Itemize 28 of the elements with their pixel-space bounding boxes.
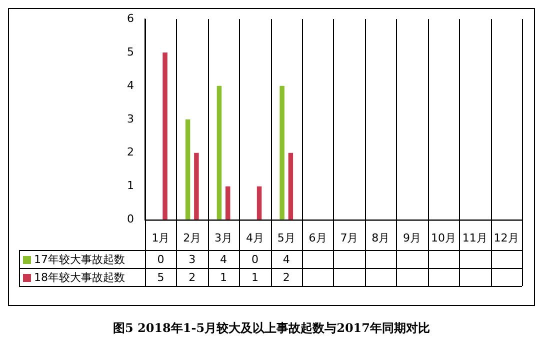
x-tick-label: 8月 [372, 231, 390, 244]
bar [185, 119, 190, 220]
bar [162, 52, 168, 220]
bar [256, 186, 262, 220]
y-tick-label: 2 [127, 146, 134, 159]
bar [288, 152, 294, 220]
y-tick-label: 6 [127, 12, 134, 25]
bar [280, 86, 284, 220]
y-tick-label: 1 [127, 179, 134, 192]
bar [216, 86, 222, 220]
x-tick-label: 7月 [340, 231, 358, 244]
x-tick-label: 9月 [403, 231, 422, 244]
x-tick-label: 2月 [183, 231, 202, 244]
x-tick-label: 5月 [277, 231, 296, 244]
y-tick-label: 4 [127, 78, 134, 92]
x-tick-label: 6月 [308, 231, 327, 244]
x-tick-label: 11月 [462, 231, 488, 244]
x-tick-label: 1月 [152, 231, 170, 244]
x-tick-label: 4月 [246, 231, 264, 244]
x-tick-label: 12月 [494, 231, 519, 244]
bar [194, 152, 199, 220]
y-tick-label: 0 [127, 212, 134, 226]
y-tick-label: 5 [127, 45, 134, 58]
x-tick-label: 10月 [430, 231, 456, 244]
text: 图5 2018年1-5月较大及以上事故起数与2017年同期对比 [112, 320, 431, 337]
x-tick-label: 3月 [214, 231, 233, 244]
y-tick-label: 3 [127, 112, 134, 126]
bar [225, 186, 230, 220]
